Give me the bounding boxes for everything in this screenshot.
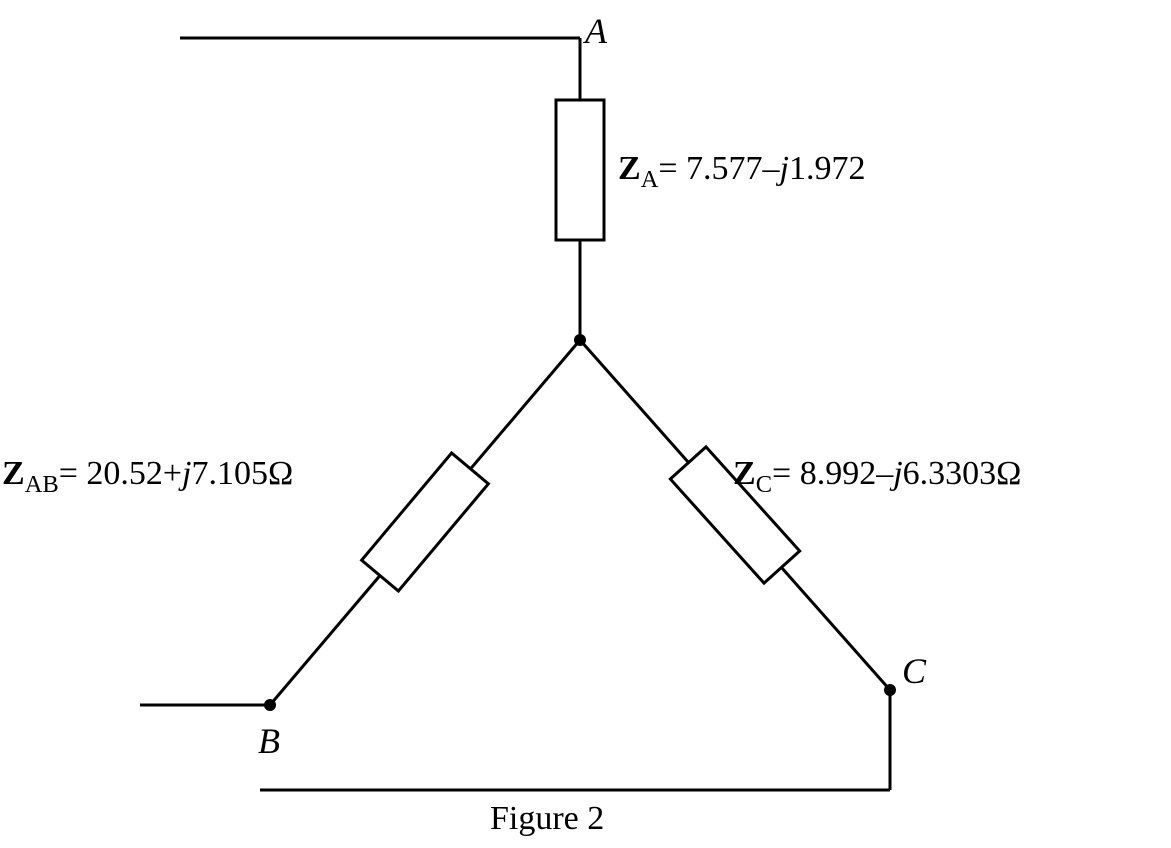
circuit-svg	[0, 0, 1171, 848]
zc-label: ZC= 8.992–j6.3303Ω	[733, 455, 1021, 499]
node-a-label: A	[585, 10, 607, 52]
node-c-label: C	[902, 650, 926, 692]
figure-caption: Figure 2	[490, 800, 604, 838]
zab-label: ZAB= 20.52+j7.105Ω	[2, 455, 293, 499]
za-label: ZA= 7.577–j1.972	[618, 150, 866, 194]
node-b-label: B	[258, 720, 280, 762]
